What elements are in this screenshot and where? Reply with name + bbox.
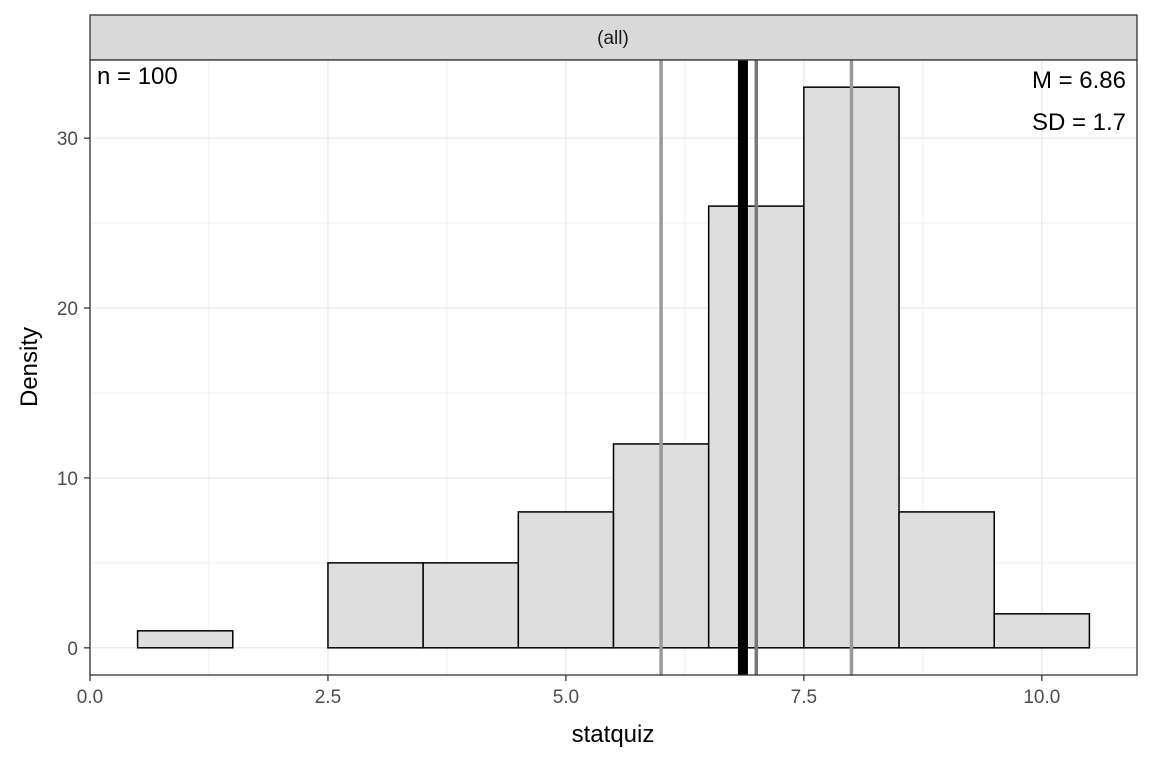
y-tick-label: 20 [57,299,78,320]
y-tick-label: 30 [57,129,78,150]
x-tick-label: 7.5 [791,687,817,708]
histogram-bar [136,630,234,649]
facet-strip [89,14,1138,61]
histogram-bar [898,511,995,649]
mean-annotation: M = 6.86 [1032,67,1126,94]
reference-lines-layer [659,60,854,675]
facet-strip-label: (all) [597,28,629,49]
y-tick-label: 0 [67,639,78,660]
x-tick-label: 10.0 [1023,687,1060,708]
histogram-bar [517,511,615,649]
x-axis-title: statquiz [572,721,655,748]
y-axis-title: Density [16,327,43,407]
sd-annotation: SD = 1.7 [1032,109,1126,136]
y-axis: 0 10 20 30 [57,129,90,660]
panel-border [89,59,1138,676]
x-tick-label: 2.5 [315,687,341,708]
x-tick-label: 5.0 [553,687,579,708]
plot-panel [89,59,1138,676]
histogram-bar [422,562,520,649]
y-tick-label: 10 [57,469,78,490]
x-tick-label: 0.0 [77,687,103,708]
n-annotation: n = 100 [97,63,178,90]
histogram-bar [993,613,1091,649]
histogram-bar [327,562,424,649]
x-axis: 0.0 2.5 5.0 7.5 10.0 [77,675,1060,708]
